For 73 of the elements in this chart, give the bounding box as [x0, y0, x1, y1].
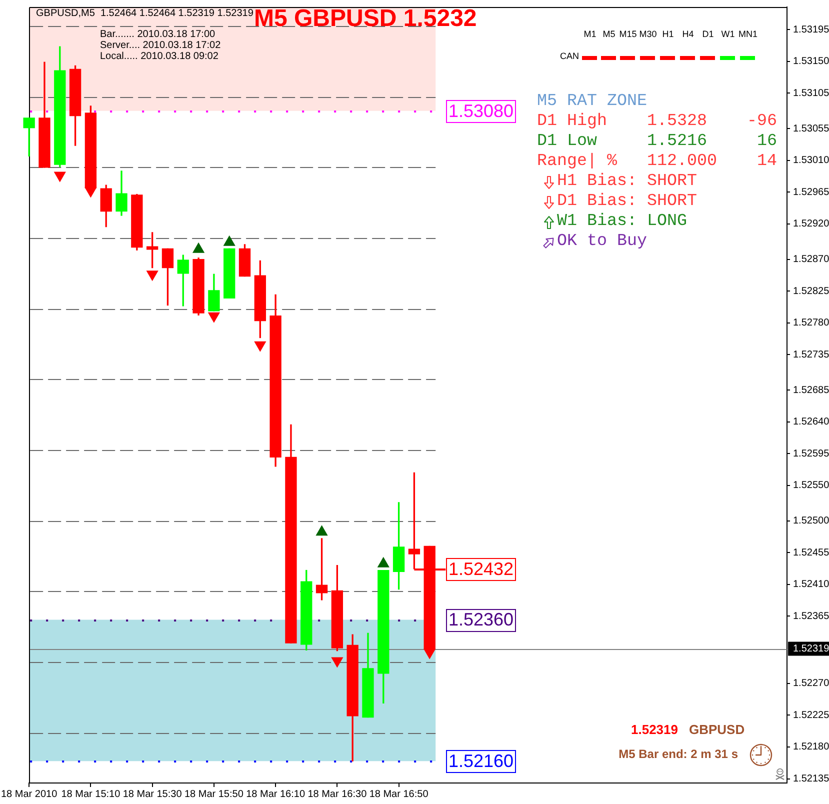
y-tick-label: 1.52965 — [793, 186, 829, 198]
ref-line-label: 1.52319 — [793, 643, 829, 654]
y-tick-label: 1.52825 — [793, 286, 829, 297]
annotation: H1 — [662, 29, 674, 40]
annotation: OK to Buy — [557, 232, 647, 252]
y-tick-label: 1.52180 — [793, 742, 829, 753]
annotation: D1 Low — [537, 132, 597, 152]
annotation: 14 — [757, 152, 777, 172]
y-tick-label: 1.52550 — [793, 480, 829, 492]
annotation: Server.... 2010.03.18 17:02 — [100, 40, 221, 51]
point — [331, 657, 343, 668]
x-tick-label: 18 Mar 16:50 — [369, 788, 429, 800]
annotation: 16 — [757, 132, 777, 152]
annotation: 112.000 — [647, 152, 717, 172]
annotation: M5 RAT ZONE — [537, 92, 647, 112]
y-tick-label: 1.53010 — [793, 155, 829, 166]
ref-line-label: 1.52360 — [448, 610, 514, 630]
annotation: M15 — [619, 29, 637, 40]
point — [254, 341, 266, 352]
y-tick-label: 1.52135 — [793, 774, 829, 785]
annotation: CAN — [560, 51, 579, 62]
x-tick-label: 18 Mar 15:50 — [184, 788, 244, 800]
annotation: M30 — [639, 29, 657, 40]
y-tick-label: 1.52640 — [793, 416, 829, 428]
x-tick-label: 18 Mar 2010 — [0, 788, 58, 800]
point — [146, 270, 158, 281]
y-tick-label: 1.52595 — [793, 448, 829, 460]
ref-line-label: 1.52160 — [448, 751, 514, 772]
x-tick-label: 18 Mar 16:30 — [308, 788, 368, 800]
x-tick-label: 18 Mar 15:30 — [122, 788, 182, 800]
annotation: 1.52319 — [631, 722, 678, 738]
ref-line-label: 1.53080 — [448, 100, 514, 121]
annotation: GBPUSD,M5 1.52464 1.52464 1.52319 1.52319 — [36, 8, 254, 19]
y-tick-label: 1.52365 — [793, 610, 829, 622]
annotation: Local..... 2010.03.18 09:02 — [100, 51, 218, 62]
annotation: W1 — [721, 29, 735, 40]
chart-title: M5 GBPUSD 1.5232 — [254, 4, 477, 34]
y-tick-label: 1.52225 — [793, 710, 829, 721]
x-tick-label: 18 Mar 16:10 — [246, 788, 306, 800]
y-tick-label: 1.52500 — [793, 516, 829, 527]
annotation: GBPUSD — [689, 722, 745, 738]
y-tick-label: 1.52270 — [793, 678, 829, 690]
annotation: Bar....... 2010.03.18 17:00 — [100, 29, 216, 40]
annotation: M5 Bar end: 2 m 31 s — [618, 747, 738, 762]
ref-line-label: 1.52432 — [448, 558, 514, 579]
y-tick-label: 1.52870 — [793, 254, 829, 266]
annotation: MN1 — [738, 29, 758, 40]
point — [424, 648, 436, 659]
y-tick-label: 1.52410 — [793, 579, 829, 590]
annotation: -96 — [747, 112, 777, 132]
annotation: W1 Bias: LONG — [557, 212, 687, 232]
y-tick-label: 1.52455 — [793, 547, 829, 558]
annotation: Range| % — [537, 152, 617, 172]
annotation: 1.5328 — [647, 112, 707, 132]
annotation: D1 — [702, 29, 714, 40]
annotation: M1 — [584, 29, 596, 40]
y-tick-label: 1.52780 — [793, 318, 829, 329]
annotation: H4 — [682, 29, 694, 40]
point — [54, 172, 66, 182]
x-tick-label: 18 Mar 15:10 — [61, 788, 121, 800]
y-tick-label: 1.53055 — [793, 123, 829, 134]
y-tick-label: 1.53105 — [793, 88, 829, 99]
y-tick-label: 1.52920 — [793, 218, 829, 230]
annotation: D1 Bias: SHORT — [557, 192, 697, 212]
y-tick-label: 1.52685 — [793, 384, 829, 396]
annotation: M5 — [602, 29, 616, 40]
annotation: H1 Bias: SHORT — [557, 172, 697, 192]
y-tick-label: 1.52735 — [793, 349, 829, 360]
annotation: 1.5216 — [647, 132, 707, 152]
y-tick-label: 1.53195 — [793, 24, 829, 36]
annotation: D1 High — [537, 112, 607, 132]
y-tick-label: 1.53150 — [793, 56, 829, 68]
point — [208, 312, 220, 322]
